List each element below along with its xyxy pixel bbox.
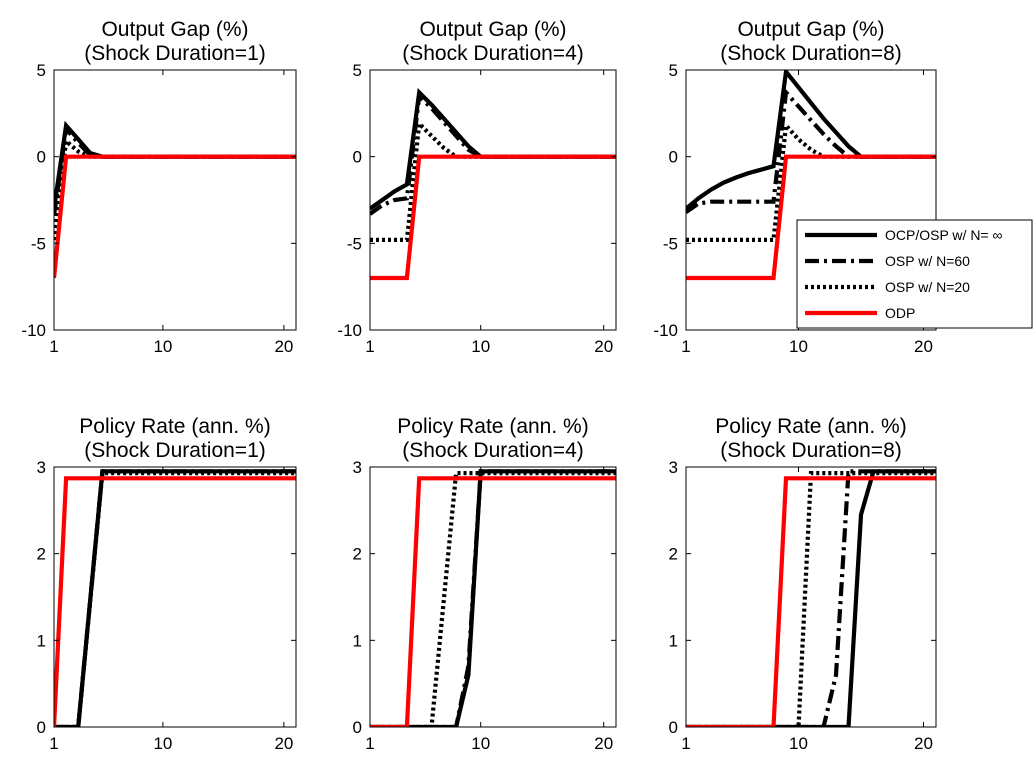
x-tick-label: 10 — [789, 337, 808, 356]
panel-1: Output Gap (%)(Shock Duration=1) 1 10 20 -10… — [21, 18, 297, 356]
x-tick-label: 1 — [365, 734, 374, 753]
panel-title-line: Output Gap (%) — [419, 18, 566, 41]
series-line-ocp — [686, 70, 936, 211]
panel-title-line: (Shock Duration=1) — [84, 439, 266, 462]
legend-label-odp: ODP — [885, 305, 915, 321]
x-tick-label: 1 — [49, 337, 58, 356]
y-tick-label: 0 — [353, 718, 362, 737]
panel-title-line: Output Gap (%) — [737, 18, 884, 41]
y-tick-label: 1 — [37, 631, 46, 650]
axes-box — [685, 466, 937, 728]
y-tick-label: -5 — [31, 234, 46, 253]
x-tick-label: 1 — [681, 337, 690, 356]
panel-title-line: Output Gap (%) — [101, 18, 248, 41]
y-tick-label: 0 — [669, 148, 678, 167]
x-tick-label: 1 — [365, 337, 374, 356]
series-line-ocp — [686, 469, 936, 727]
series-line-odp — [54, 154, 296, 279]
series-line-odp — [686, 154, 936, 281]
y-tick-label: 5 — [669, 61, 678, 80]
axes-box — [53, 466, 297, 728]
series-line-odp — [686, 476, 936, 727]
x-tick-label: 1 — [49, 734, 58, 753]
y-tick-label: 0 — [37, 718, 46, 737]
y-tick-label: 2 — [37, 545, 46, 564]
series-line-osp20 — [686, 471, 936, 727]
series-line-ocp — [54, 469, 296, 727]
legend-label-osp60: OSP w/ N=60 — [885, 253, 970, 269]
y-tick-label: 3 — [353, 458, 362, 477]
legend-label-osp20: OSP w/ N=20 — [885, 279, 970, 295]
panel-3: Output Gap (%)(Shock Duration=8) 1 10 20 -10… — [653, 18, 937, 356]
series-line-osp60 — [686, 87, 936, 214]
panel-title-line: (Shock Duration=1) — [84, 42, 266, 65]
x-tick-label: 20 — [274, 337, 293, 356]
legend-label-ocp: OCP/OSP w/ N= ∞ — [885, 227, 1002, 243]
y-tick-label: 1 — [353, 631, 362, 650]
panel-2: Output Gap (%)(Shock Duration=4) 1 10 20 -10… — [337, 18, 617, 356]
y-tick-label: -10 — [21, 321, 46, 340]
x-tick-label: 10 — [471, 337, 490, 356]
legend: OCP/OSP w/ N= ∞ OSP w/ N=60 OSP w/ N=20 ODP — [796, 219, 1033, 329]
y-tick-label: 2 — [353, 545, 362, 564]
y-tick-label: 1 — [669, 631, 678, 650]
panel-title-line: (Shock Duration=8) — [720, 42, 902, 65]
y-tick-label: 5 — [37, 61, 46, 80]
series-line-ocp — [370, 469, 616, 727]
panel-4: Policy Rate (ann. %)(Shock Duration=1) 1 1… — [37, 415, 297, 753]
axes-box — [53, 69, 297, 331]
y-tick-label: -10 — [653, 321, 678, 340]
y-tick-label: 3 — [669, 458, 678, 477]
panel-title-line: Policy Rate (ann. %) — [79, 415, 270, 438]
x-tick-label: 10 — [153, 734, 172, 753]
series-line-osp20 — [370, 119, 616, 242]
x-tick-label: 10 — [789, 734, 808, 753]
x-tick-label: 1 — [681, 734, 690, 753]
x-tick-label: 20 — [594, 337, 613, 356]
series-line-odp — [370, 154, 616, 281]
axes-box — [369, 69, 617, 331]
series-line-osp60 — [54, 124, 296, 216]
axes-box — [685, 69, 937, 331]
x-tick-label: 10 — [153, 337, 172, 356]
x-tick-label: 20 — [274, 734, 293, 753]
y-tick-label: 0 — [353, 148, 362, 167]
y-tick-label: 5 — [353, 61, 362, 80]
panel-6: Policy Rate (ann. %)(Shock Duration=8) 1 1… — [669, 415, 937, 753]
panel-title-line: (Shock Duration=4) — [402, 42, 584, 65]
panel-title-line: (Shock Duration=4) — [402, 439, 584, 462]
series-line-odp — [370, 476, 616, 727]
panel-5: Policy Rate (ann. %)(Shock Duration=4) 1 1… — [353, 415, 617, 753]
y-tick-label: 0 — [37, 148, 46, 167]
y-tick-label: -5 — [347, 234, 362, 253]
x-tick-label: 20 — [914, 337, 933, 356]
y-tick-label: -5 — [663, 234, 678, 253]
x-tick-label: 10 — [471, 734, 490, 753]
x-tick-label: 20 — [594, 734, 613, 753]
panel-title-line: Policy Rate (ann. %) — [397, 415, 588, 438]
panel-title-line: (Shock Duration=8) — [720, 439, 902, 462]
y-tick-label: -10 — [337, 321, 362, 340]
series-line-osp20 — [54, 136, 296, 241]
axes-box — [369, 466, 617, 728]
series-line-odp — [54, 476, 296, 727]
y-tick-label: 3 — [37, 458, 46, 477]
series-line-ocp — [370, 88, 616, 211]
y-tick-label: 2 — [669, 545, 678, 564]
panel-title-line: Policy Rate (ann. %) — [715, 415, 906, 438]
series-line-ocp — [54, 120, 296, 210]
x-tick-label: 20 — [914, 734, 933, 753]
y-tick-label: 0 — [669, 718, 678, 737]
